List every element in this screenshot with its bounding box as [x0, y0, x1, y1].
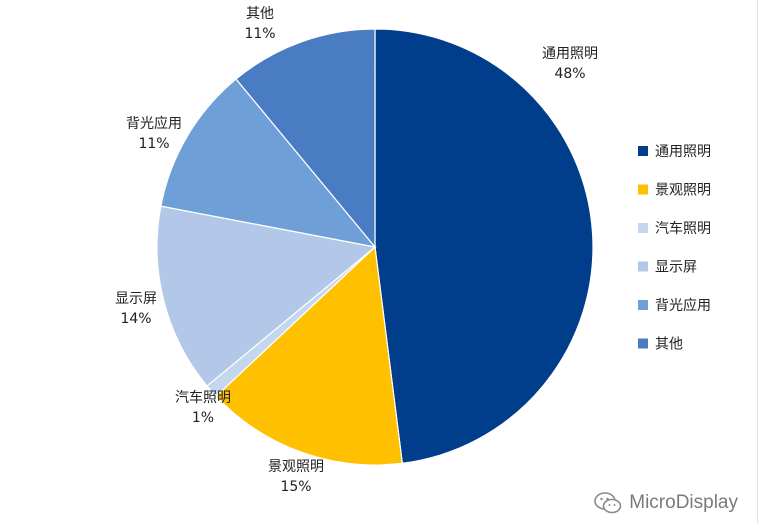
pie-slice-1 [374, 28, 594, 464]
legend-swatch-2 [638, 184, 648, 195]
pie-slice-6 [235, 28, 376, 249]
legend-swatch-6 [638, 338, 648, 349]
legend-label-1: 通用照明 [655, 144, 711, 160]
pie-slice-2 [215, 245, 403, 466]
wechat-icon [594, 492, 622, 514]
slice-label-value-6: 11% [244, 26, 275, 42]
legend-swatch-5 [638, 300, 648, 310]
slice-label-value-1: 48% [554, 66, 585, 82]
slice-label-category-5: 背光应用 [126, 115, 182, 132]
legend-swatch-1 [638, 146, 648, 156]
watermark: MicroDisplay [593, 491, 738, 515]
slice-label-value-4: 14% [120, 311, 151, 327]
legend-swatch-3 [638, 223, 648, 233]
legend-label-4: 显示屏 [655, 260, 697, 276]
right-edge-line [757, 0, 758, 523]
legend-label-3: 汽车照明 [655, 220, 711, 237]
slice-labels: 通用照明 48% 景观照明 15% 汽车照明 1% 显示屏 14% 背光应用 11% 其他 11% [115, 6, 598, 495]
slice-label-category-4: 显示屏 [115, 291, 157, 307]
slice-label-value-5: 11% [138, 136, 169, 152]
pie-slices [156, 28, 594, 466]
slice-label-category-6: 其他 [246, 6, 274, 22]
pie-slice-4 [156, 205, 377, 387]
legend-label-2: 景观照明 [655, 183, 711, 199]
legend-swatch-4 [638, 261, 648, 272]
slice-label-category-1: 通用照明 [542, 46, 598, 62]
watermark-text: MicroDisplay [629, 492, 738, 513]
pie-slice-5 [160, 78, 377, 248]
slice-label-category-3: 汽车照明 [175, 389, 231, 406]
legend-label-6: 其他 [655, 337, 683, 353]
legend-label-5: 背光应用 [655, 297, 711, 314]
slice-label-value-3: 1% [192, 410, 214, 426]
slice-label-value-2: 15% [280, 479, 311, 495]
slice-label-category-2: 景观照明 [268, 459, 324, 475]
